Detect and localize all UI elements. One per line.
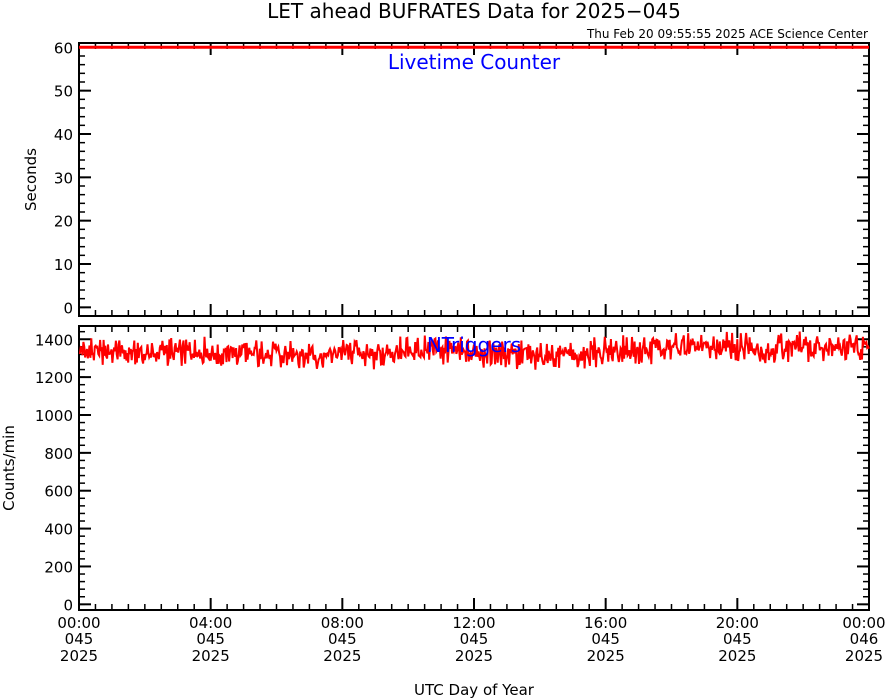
x-tick-label-year: 2025 — [60, 647, 98, 665]
y-tick-label: 800 — [44, 445, 73, 463]
y-tick-label: 30 — [54, 169, 73, 187]
ntriggers-annotation: NTriggers — [427, 333, 521, 357]
livetime-y-axis-label: Seconds — [22, 148, 40, 211]
livetime-annotation: Livetime Counter — [388, 50, 561, 74]
y-tick-label: 40 — [54, 126, 73, 144]
ntriggers-plot-frame — [78, 325, 870, 611]
x-tick-label-day: 046 — [850, 630, 879, 648]
x-tick-label-time: 00:00 — [57, 614, 100, 632]
x-tick-label-time: 04:00 — [189, 614, 232, 632]
x-tick-label-day: 045 — [65, 630, 94, 648]
x-tick-label-time: 00:00 — [842, 614, 885, 632]
x-tick-label-time: 12:00 — [452, 614, 495, 632]
y-tick-label: 400 — [44, 521, 73, 539]
ntriggers-panel: 0 200 400 600 800 1000 1200 1400 NTriggers Coun… — [0, 325, 870, 614]
x-axis-tick-labels: 00:00045202504:00045202508:00045202512:0… — [57, 614, 885, 665]
x-tick-label-year: 2025 — [455, 647, 493, 665]
y-tick-label: 20 — [54, 213, 73, 231]
x-tick-label-day: 045 — [591, 630, 620, 648]
x-tick-label-day: 045 — [723, 630, 752, 648]
y-tick-label: 10 — [54, 256, 73, 274]
x-tick-label-year: 2025 — [845, 647, 883, 665]
x-tick-label-time: 16:00 — [584, 614, 627, 632]
x-tick-label-year: 2025 — [323, 647, 361, 665]
y-tick-label: 1000 — [35, 407, 73, 425]
y-tick-label: 60 — [54, 39, 73, 57]
x-tick-label-day: 045 — [460, 630, 489, 648]
ntriggers-y-axis-label: Counts/min — [0, 425, 18, 511]
y-tick-label: 600 — [44, 483, 73, 501]
chart-title: LET ahead BUFRATES Data for 2025−045 — [267, 0, 681, 23]
y-tick-label: 0 — [63, 299, 73, 317]
livetime-plot-frame — [78, 42, 870, 317]
y-tick-label: 1200 — [35, 369, 73, 387]
livetime-ticks: 0 10 20 30 40 50 60 — [54, 39, 870, 317]
x-axis-label: UTC Day of Year — [414, 681, 535, 699]
ntriggers-line — [78, 331, 870, 370]
x-tick-label-day: 045 — [328, 630, 357, 648]
ntriggers-ticks: 0 200 400 600 800 1000 1200 1400 — [35, 326, 870, 614]
x-tick-label-year: 2025 — [718, 647, 756, 665]
y-tick-label: 200 — [44, 558, 73, 576]
x-tick-label-time: 08:00 — [321, 614, 364, 632]
x-tick-label-year: 2025 — [192, 647, 230, 665]
x-tick-label-day: 045 — [196, 630, 225, 648]
y-tick-label: 50 — [54, 83, 73, 101]
timestamp: Thu Feb 20 09:55:55 2025 ACE Science Cen… — [586, 27, 868, 41]
x-tick-label-time: 20:00 — [716, 614, 759, 632]
livetime-panel: 0 10 20 30 40 50 60 Livetime Counter Seconds — [22, 39, 870, 317]
ntriggers-series — [78, 331, 870, 370]
y-tick-label: 1400 — [35, 331, 73, 349]
y-tick-label: 0 — [63, 596, 73, 614]
x-tick-label-year: 2025 — [587, 647, 625, 665]
